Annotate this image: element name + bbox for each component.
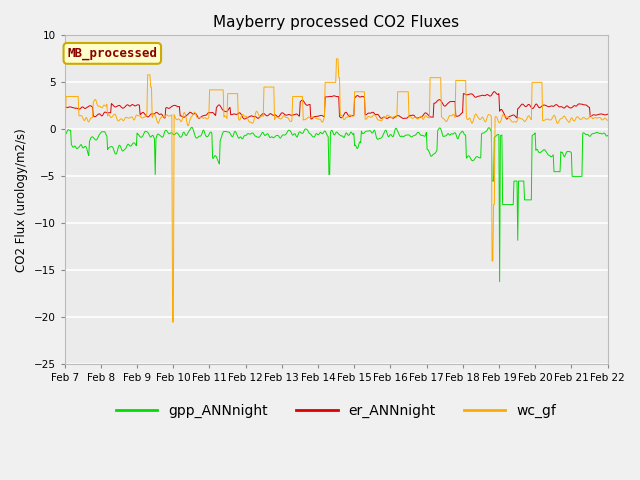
wc_gf: [61, 115, 68, 121]
er_ANNnight: [70, 105, 78, 111]
er_ANNnight: [418, 114, 426, 120]
er_ANNnight: [490, 89, 498, 95]
gpp_ANNnight: [419, 132, 426, 138]
gpp_ANNnight: [604, 132, 611, 138]
er_ANNnight: [402, 115, 410, 121]
gpp_ANNnight: [61, 132, 68, 137]
Line: wc_gf: wc_gf: [65, 59, 607, 322]
er_ANNnight: [61, 104, 68, 109]
Legend: gpp_ANNnight, er_ANNnight, wc_gf: gpp_ANNnight, er_ANNnight, wc_gf: [110, 398, 562, 423]
wc_gf: [211, 87, 219, 93]
wc_gf: [419, 116, 427, 122]
Text: MB_processed: MB_processed: [67, 47, 157, 60]
Y-axis label: CO2 Flux (urology/m2/s): CO2 Flux (urology/m2/s): [15, 128, 28, 272]
er_ANNnight: [211, 111, 218, 117]
gpp_ANNnight: [211, 153, 219, 158]
er_ANNnight: [182, 114, 189, 120]
wc_gf: [127, 115, 134, 120]
Line: er_ANNnight: er_ANNnight: [65, 92, 607, 119]
wc_gf: [182, 116, 190, 121]
gpp_ANNnight: [127, 144, 134, 149]
Title: Mayberry processed CO2 Fluxes: Mayberry processed CO2 Fluxes: [213, 15, 459, 30]
er_ANNnight: [604, 111, 611, 117]
gpp_ANNnight: [188, 124, 195, 130]
er_ANNnight: [127, 103, 134, 109]
wc_gf: [169, 319, 177, 325]
gpp_ANNnight: [182, 132, 189, 138]
wc_gf: [333, 56, 340, 62]
wc_gf: [70, 94, 78, 99]
gpp_ANNnight: [496, 279, 504, 285]
wc_gf: [604, 118, 611, 123]
er_ANNnight: [503, 116, 511, 122]
wc_gf: [404, 89, 412, 95]
gpp_ANNnight: [70, 144, 78, 149]
Line: gpp_ANNnight: gpp_ANNnight: [65, 127, 607, 282]
gpp_ANNnight: [403, 132, 411, 138]
